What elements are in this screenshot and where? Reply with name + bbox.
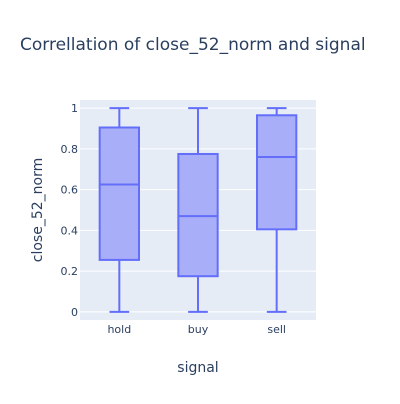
x-axis-ticks: hold buy sell <box>107 323 286 336</box>
y-tick-label: 0 <box>71 306 78 319</box>
x-tick-label: buy <box>188 323 209 336</box>
y-tick-label: 0.2 <box>61 265 79 278</box>
y-tick-label: 0.4 <box>61 224 79 237</box>
chart-title: Correllation of close_52_norm and signal <box>20 35 366 55</box>
x-tick-label: hold <box>107 323 131 336</box>
x-axis-label: signal <box>177 360 218 376</box>
y-axis-ticks: 0 0.2 0.4 0.6 0.8 1 <box>61 102 79 319</box>
x-tick-label: sell <box>267 323 286 336</box>
iqr-box <box>98 126 140 261</box>
y-tick-label: 1 <box>71 102 78 115</box>
iqr-box <box>177 152 219 278</box>
box-sell <box>256 107 298 313</box>
box-layer <box>98 107 298 313</box>
y-tick-label: 0.8 <box>61 143 79 156</box>
y-axis-label: close_52_norm <box>30 158 46 262</box>
y-tick-label: 0.6 <box>61 184 79 197</box>
iqr-box <box>256 114 298 231</box>
box-buy <box>177 107 219 313</box>
box-hold <box>98 107 140 313</box>
